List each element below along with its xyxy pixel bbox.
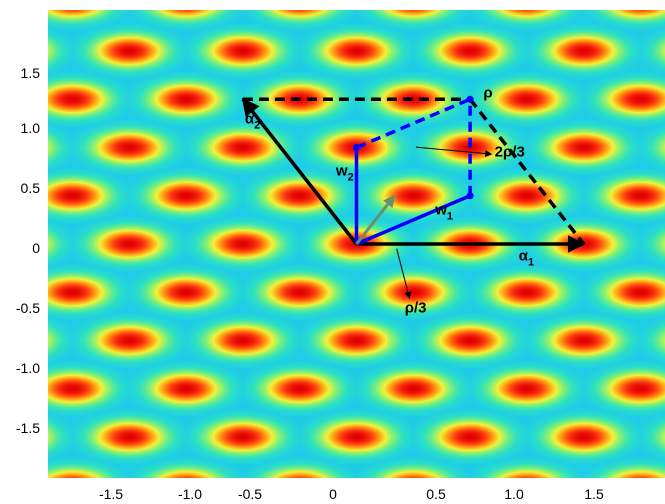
- x-tick-label: 0.5: [426, 486, 446, 502]
- point-tip-rho: [466, 95, 474, 103]
- y-tick-label: 1.0: [21, 120, 41, 136]
- x-tick-label: 1.5: [584, 486, 604, 502]
- label-rho-third: ρ/3: [405, 300, 427, 317]
- y-tick-label: 0.5: [21, 180, 41, 196]
- y-tick-label: 1.5: [21, 65, 41, 81]
- point-tip-w1: [466, 192, 474, 200]
- vector-layer: [241, 95, 586, 300]
- x-tick-label: -1.0: [178, 486, 202, 502]
- label-alpha1: α1: [519, 248, 534, 269]
- label-two-rho-third: 2ρ/3: [495, 144, 525, 161]
- annotation-layer: α1 α2 w1 w2 ρ ρ/3 2ρ/3: [245, 84, 534, 316]
- x-axis: -1.5 -1.0 -0.5 0 0.5 1.0 1.5: [99, 486, 604, 502]
- x-tick-label: -1.5: [99, 486, 123, 502]
- x-tick-label: 1.0: [504, 486, 524, 502]
- label-w2: w2: [335, 162, 354, 183]
- label-rho: ρ: [483, 84, 492, 101]
- y-tick-label: -0.5: [16, 300, 40, 316]
- vector-w1: [355, 194, 471, 246]
- y-tick-label: 0: [32, 240, 40, 256]
- y-axis: 1.5 1.0 0.5 0 -0.5 -1.0 -1.5: [16, 65, 40, 436]
- leader-two-rho-third: [415, 146, 493, 158]
- vector-rho-third: [355, 194, 396, 245]
- y-tick-label: -1.0: [16, 360, 40, 376]
- label-w1: w1: [434, 201, 453, 222]
- label-alpha2: α2: [245, 110, 260, 131]
- y-tick-label: -1.5: [16, 420, 40, 436]
- vector-right-edge: [468, 98, 586, 246]
- vector-alpha2: [241, 97, 358, 246]
- x-tick-label: -0.5: [238, 486, 262, 502]
- plot-area: α1 α2 w1 w2 ρ ρ/3 2ρ/3: [48, 10, 665, 478]
- leader-rho-third: [396, 248, 412, 300]
- vector-w2-to-rho: [355, 97, 471, 150]
- x-tick-label: 0: [329, 486, 337, 502]
- point-tip-w2: [353, 144, 360, 152]
